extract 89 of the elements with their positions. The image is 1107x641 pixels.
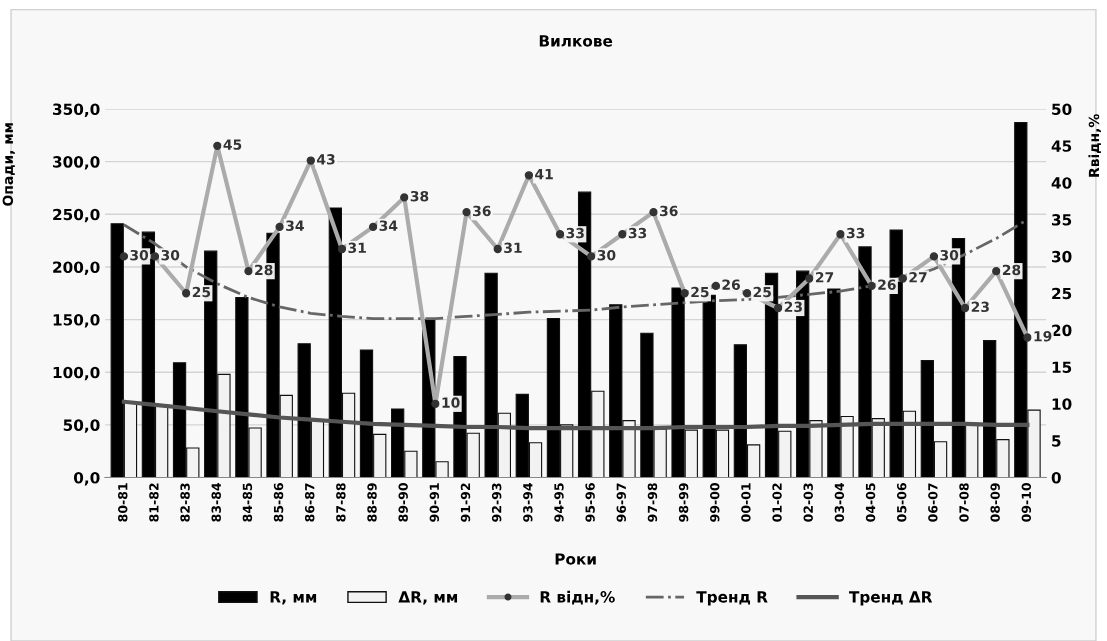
x-tick-label: 97-98 [647, 483, 658, 522]
x-tick-label: 08-09 [990, 483, 1000, 522]
data-label: 33 [566, 227, 584, 239]
x-tick-label: 96-97 [616, 483, 626, 522]
data-label: 25 [192, 286, 211, 298]
y-tick-label: 150,0 [53, 314, 100, 328]
y2-tick-label: 35 [1052, 214, 1072, 226]
y2-tick-label: 15 [1052, 361, 1072, 373]
legend-label: R, мм [270, 591, 317, 605]
data-label: 36 [660, 205, 678, 217]
data-label: 23 [784, 301, 802, 313]
x-tick-label: 87-88 [336, 483, 346, 522]
data-label: 33 [628, 227, 647, 239]
data-label: 28 [255, 264, 273, 276]
y-axis-title: Опади, мм [2, 123, 15, 206]
data-label: 41 [535, 169, 553, 180]
x-tick-label: 98-99 [678, 483, 689, 522]
y2-tick-label: 40 [1051, 177, 1072, 189]
data-label: 31 [348, 242, 366, 254]
y2-tick-label: 30 [1052, 250, 1072, 263]
y2-axis-title: Rвідн,% [1088, 114, 1101, 177]
x-tick-label: 06-07 [928, 483, 938, 522]
y2-tick-label: 0 [1051, 472, 1061, 484]
x-tick-label: 82-83 [180, 483, 190, 522]
y-tick-label: 300,0 [53, 156, 100, 170]
data-label: 26 [722, 279, 740, 290]
data-label: 34 [286, 220, 304, 231]
data-label: 27 [909, 272, 927, 283]
x-tick-label: 95-96 [585, 483, 595, 522]
x-tick-label: 99-00 [710, 483, 720, 522]
chart-title: Вилкове [539, 35, 613, 47]
y-tick-label: 350,0 [53, 103, 100, 117]
x-tick-label: 09-10 [1021, 483, 1032, 522]
x-tick-label: 86-87 [304, 483, 315, 522]
data-label: 23 [971, 301, 989, 313]
x-tick-label: 85-86 [273, 483, 284, 522]
legend-label: R відн,% [540, 590, 615, 605]
x-tick-label: 80-81 [118, 483, 128, 522]
y2-tick-label: 45 [1051, 140, 1072, 152]
data-label: 38 [410, 190, 429, 202]
data-label: 26 [878, 279, 896, 290]
y2-tick-label: 50 [1052, 103, 1072, 115]
y-tick-label: 250,0 [53, 208, 100, 223]
y-tick-label: 200,0 [53, 261, 100, 275]
x-tick-label: 02-03 [803, 483, 813, 522]
data-label: 19 [1034, 331, 1052, 342]
x-tick-label: 07-08 [959, 483, 969, 522]
x-tick-label: 88-89 [367, 483, 377, 522]
data-label: 34 [379, 220, 398, 231]
x-tick-label: 92-93 [491, 483, 502, 522]
y2-tick-label: 10 [1052, 398, 1072, 410]
x-tick-label: 01-02 [772, 483, 782, 522]
data-label: 45 [223, 139, 242, 150]
x-tick-label: 04-05 [865, 483, 876, 522]
x-tick-label: 93-94 [523, 482, 533, 522]
data-label: 27 [815, 272, 834, 283]
y-tick-label: 50,0 [63, 419, 100, 433]
x-tick-label: 00-01 [741, 483, 751, 522]
data-label: 43 [316, 154, 335, 165]
data-label: 33 [846, 227, 865, 239]
x-tick-label: 91-92 [460, 483, 471, 522]
x-tick-label: 90-91 [429, 483, 440, 522]
data-label: 31 [504, 242, 522, 254]
data-label: 25 [753, 286, 771, 298]
data-label: 36 [473, 205, 491, 217]
x-tick-label: 84-85 [242, 483, 253, 522]
legend-label: Тренд R [696, 591, 768, 606]
data-label: 30 [597, 249, 616, 261]
data-label: 30 [130, 249, 149, 261]
x-tick-label: 03-04 [834, 482, 845, 522]
y2-tick-label: 20 [1052, 324, 1072, 337]
y2-tick-label: 25 [1052, 287, 1072, 300]
x-tick-label: 89-90 [398, 483, 408, 522]
legend-label: ΔR, мм [398, 591, 458, 605]
legend-label: Тренд ΔR [849, 591, 933, 606]
y-tick-label: 0,0 [73, 472, 100, 486]
x-axis-title: Роки [555, 553, 596, 565]
y-tick-label: 100,0 [53, 366, 100, 381]
data-label: 25 [691, 286, 709, 298]
data-label: 30 [161, 249, 180, 261]
x-tick-label: 05-06 [896, 483, 907, 522]
data-label: 28 [1002, 264, 1021, 276]
y2-tick-label: 5 [1052, 435, 1061, 447]
line-series [121, 399, 1030, 431]
x-tick-label: 83-84 [211, 482, 221, 522]
x-tick-label: 94-95 [554, 483, 564, 522]
x-tick-label: 81-82 [149, 483, 159, 522]
data-label: 30 [940, 249, 959, 261]
data-label: 10 [442, 397, 460, 408]
